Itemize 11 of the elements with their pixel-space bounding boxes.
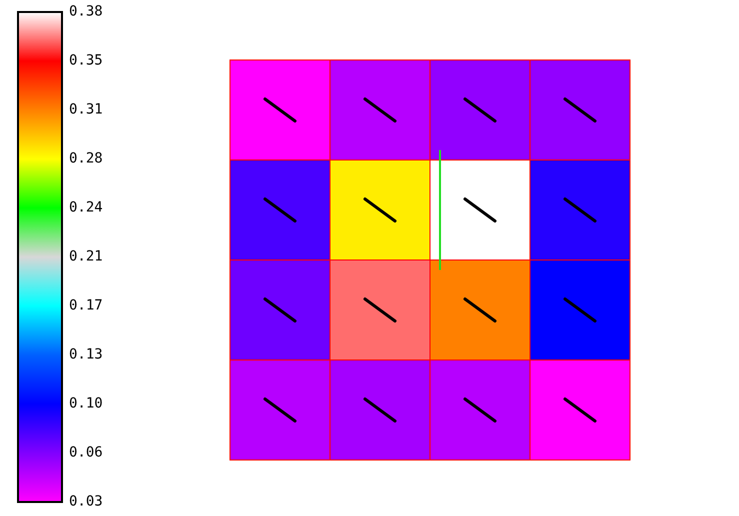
color-bar-label: 0.13: [69, 346, 103, 363]
color-bar-label: 0.28: [69, 150, 103, 167]
color-bar-label: 0.31: [69, 102, 103, 118]
color-bar-label: 0.17: [69, 298, 103, 314]
color-bar-label: 0.38: [69, 4, 103, 20]
color-bar-label: 0.35: [69, 52, 103, 69]
color-bar-label: 0.21: [69, 248, 103, 265]
color-bar-label: 0.10: [69, 396, 103, 412]
color-bar-label: 0.24: [69, 200, 103, 216]
color-bar-label: 0.06: [69, 444, 103, 461]
color-bar-label: 0.03: [69, 494, 103, 510]
